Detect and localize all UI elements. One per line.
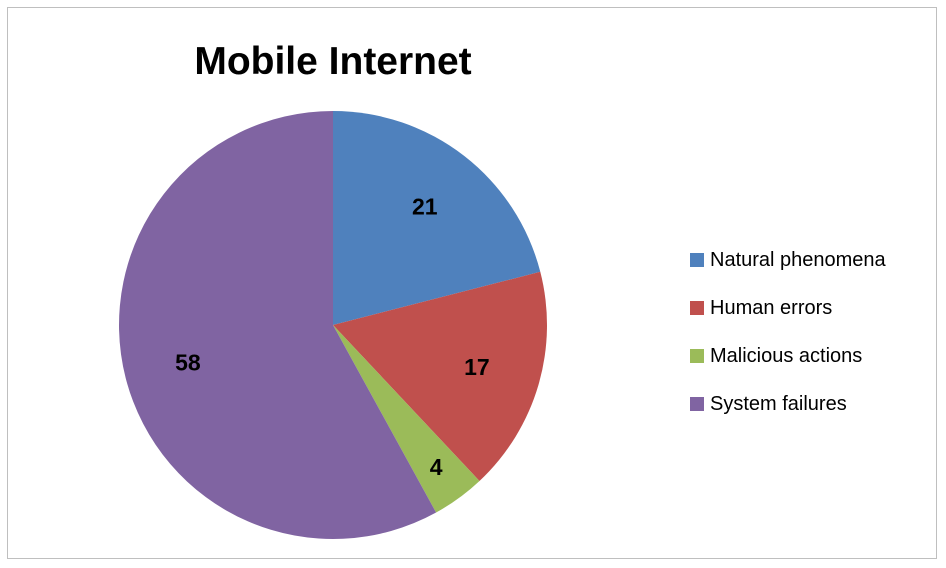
pie-slice-human-errors [333,271,548,481]
legend-label: Human errors [710,297,833,319]
legend-swatch [690,301,704,315]
legend-swatch [690,397,704,411]
legend-swatch [690,253,704,267]
data-label-system-failures: 58 [175,349,201,375]
legend-label: Malicious actions [710,345,863,367]
chart-title: Mobile Internet [194,40,472,83]
data-label-malicious-actions: 4 [430,454,443,480]
legend-item-system-failures: System failures [690,392,886,416]
pie-slices [119,111,548,539]
data-label-natural-phenomena: 21 [412,194,438,220]
legend: Natural phenomena Human errors Malicious a… [690,248,886,440]
pie-slice-malicious-actions [333,325,480,513]
data-label-human-errors: 17 [464,354,490,380]
legend-label: Natural phenomena [710,249,886,271]
pie-data-labels: 21 17 4 58 [175,194,490,480]
legend-item-human-errors: Human errors [690,296,886,320]
pie-slice-natural-phenomena [333,111,541,325]
legend-swatch [690,349,704,363]
legend-item-malicious-actions: Malicious actions [690,344,886,368]
pie-slice-system-failures [119,111,437,539]
legend-item-natural-phenomena: Natural phenomena [690,248,886,272]
legend-label: System failures [710,393,847,415]
